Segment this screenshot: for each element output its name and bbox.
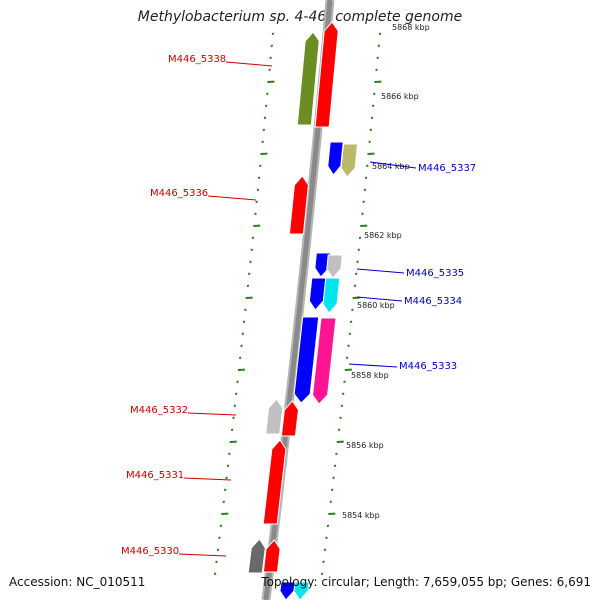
gene-feature[interactable] [327, 141, 344, 176]
gene-label-leader [187, 412, 237, 416]
gene-feature[interactable] [314, 252, 331, 278]
gene-feature[interactable] [293, 581, 310, 600]
gene-label[interactable]: M446_5330 [121, 546, 179, 557]
map-title: Methylobacterium sp. 4-46, complete geno… [137, 9, 463, 25]
scale-ticks [213, 32, 382, 575]
gene-label[interactable]: M446_5333 [399, 361, 457, 372]
gene-label[interactable]: M446_5337 [418, 163, 476, 174]
topology-text: Topology: circular; Length: 7,659,055 bp… [261, 575, 591, 589]
scale-label: 5868 kbp [392, 23, 430, 32]
scale-label: 5864 kbp [372, 162, 410, 171]
gene-label[interactable]: M446_5331 [126, 470, 184, 481]
gene-feature[interactable] [265, 398, 284, 435]
gene-features [247, 21, 359, 600]
gene-feature[interactable] [280, 400, 299, 437]
gene-label-leader [356, 268, 405, 274]
gene-feature[interactable] [312, 317, 337, 405]
gene-label[interactable]: M446_5332 [130, 405, 188, 416]
gene-label-leader [356, 296, 403, 302]
gene-label[interactable]: M446_5338 [168, 54, 226, 65]
gene-feature[interactable] [293, 316, 320, 404]
scale-label: 5860 kbp [357, 301, 395, 310]
gene-label[interactable]: M446_5334 [404, 296, 462, 307]
gene-label-leader [369, 161, 417, 169]
gene-label-leader [183, 477, 232, 481]
scale-labels: 5868 kbp 5866 kbp 5864 kbp 5862 kbp 5860 kbp… [342, 23, 430, 520]
gene-feature[interactable] [314, 21, 339, 128]
gene-feature[interactable] [262, 439, 287, 525]
scale-label: 5858 kbp [351, 371, 389, 380]
gene-feature[interactable] [262, 539, 281, 573]
scale-label: 5856 kbp [346, 441, 384, 450]
gene-feature[interactable] [326, 254, 343, 279]
gene-label-leader [348, 363, 398, 368]
accession-text: Accession: NC_010511 [9, 575, 146, 589]
gene-label-leader [225, 61, 273, 67]
scale-label: 5866 kbp [381, 92, 419, 101]
gene-labels: M446_5338 M446_5337 M446_5336 M446_5335 M446… [121, 54, 476, 557]
gene-feature[interactable] [288, 175, 309, 235]
gene-label[interactable]: M446_5335 [406, 268, 464, 279]
gene-label-leader [178, 553, 227, 557]
gene-feature[interactable] [340, 143, 359, 178]
gene-feature[interactable] [296, 31, 320, 126]
gene-label[interactable]: M446_5336 [150, 188, 208, 199]
gene-feature[interactable] [247, 538, 266, 574]
gene-feature[interactable] [308, 277, 327, 311]
gene-label-leader [207, 195, 257, 201]
scale-label: 5862 kbp [364, 231, 402, 240]
scale-label: 5854 kbp [342, 511, 380, 520]
gene-feature[interactable] [279, 581, 296, 600]
gene-feature[interactable] [322, 277, 341, 314]
